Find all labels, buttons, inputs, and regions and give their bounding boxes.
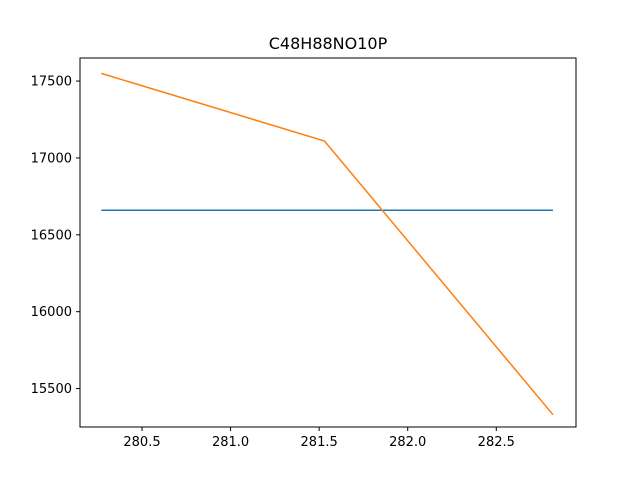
y-tick-label: 17500 — [31, 75, 72, 90]
x-tick-label: 281.0 — [212, 435, 249, 450]
chart-title: C48H88NO10P — [269, 34, 388, 53]
plot-frame — [79, 57, 577, 428]
series-2-line — [101, 72, 554, 416]
axis-layer: 280.5 281.0 281.5 282.0 282.5 15500 16000 16500… — [31, 75, 515, 450]
y-tick-label: 16000 — [31, 305, 72, 320]
series-layer — [101, 72, 554, 416]
y-tick-label: 15500 — [31, 382, 72, 397]
y-tick-label: 16500 — [31, 228, 72, 243]
x-tick-label: 282.0 — [389, 435, 426, 450]
y-tick-label: 17000 — [31, 151, 72, 166]
x-tick-label: 281.5 — [301, 435, 338, 450]
x-tick-label: 282.5 — [478, 435, 515, 450]
x-tick-label: 280.5 — [123, 435, 160, 450]
